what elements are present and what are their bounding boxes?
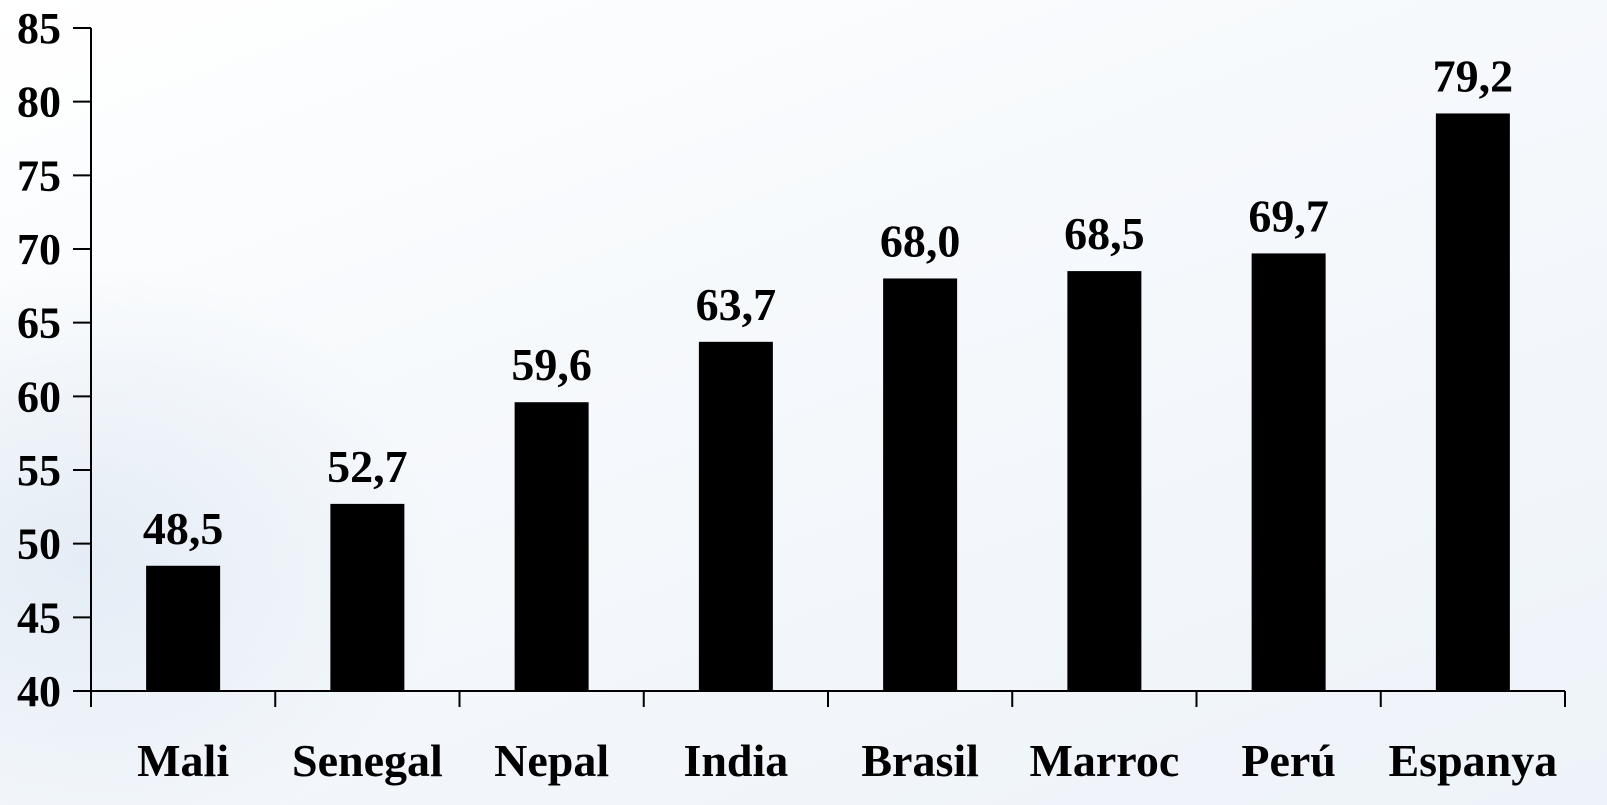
y-tick-label: 60 [17,372,61,421]
y-tick-label: 55 [17,446,61,495]
y-tick-label: 45 [17,593,61,642]
category-label: Senegal [292,735,443,786]
bars [146,113,1510,692]
bar-nepal [514,402,589,691]
data-label: 68,0 [880,215,961,266]
y-tick-label: 70 [17,225,61,274]
bar-india [698,341,773,691]
category-label: Mali [137,735,229,786]
data-label: 68,5 [1064,208,1145,259]
category-label: Espanya [1389,735,1558,786]
y-tick-labels: 40 45 50 55 60 65 70 75 80 85 [17,4,61,716]
y-tick-label: 40 [17,667,61,716]
data-label: 69,7 [1248,190,1329,241]
category-label: Nepal [494,735,609,786]
category-label: India [683,735,788,786]
category-labels: Mali Senegal Nepal India Brasil Marroc Perú Esp… [137,735,1557,786]
bar-mali [146,565,221,691]
y-tick-label: 80 [17,78,61,127]
data-label: 48,5 [143,503,224,554]
category-label: Marroc [1029,735,1179,786]
bar-senegal [330,503,405,691]
bar-espanya [1435,113,1510,692]
category-label: Perú [1241,735,1336,786]
data-labels: 48,5 52,7 59,6 63,7 68,0 68,5 69,7 79,2 [143,50,1513,553]
y-tick-label: 75 [17,151,61,200]
data-label: 63,7 [696,279,777,330]
y-tick-label: 50 [17,520,61,569]
y-tick-label: 85 [17,4,61,53]
bar-brasil [883,278,958,691]
category-label: Brasil [861,735,979,786]
bar-marroc [1067,271,1142,691]
data-label: 79,2 [1433,50,1514,101]
data-label: 52,7 [327,441,408,492]
data-label: 59,6 [511,339,592,390]
axes [73,27,1566,707]
bar-perú [1251,253,1326,692]
y-tick-label: 65 [17,299,61,348]
